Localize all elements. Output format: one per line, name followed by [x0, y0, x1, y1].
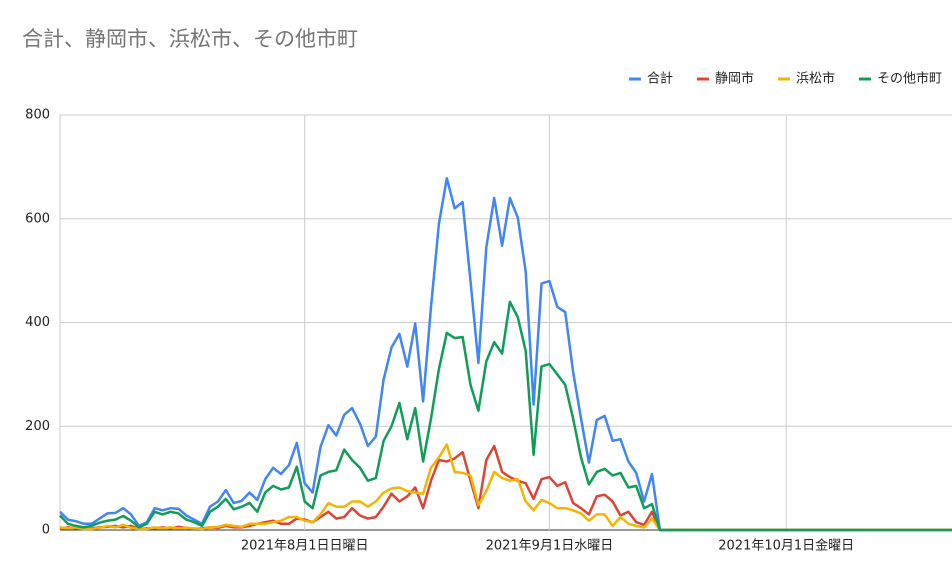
legend-item: 静岡市	[696, 71, 754, 87]
legend-label: 浜松市	[796, 71, 835, 87]
series-line	[59, 443, 952, 532]
legend-label: その他市町	[877, 71, 942, 87]
x-tick-label: 2021年9月1日水曜日	[486, 539, 614, 554]
x-tick-label: 2021年8月1日日曜日	[241, 539, 369, 554]
series-line	[59, 300, 952, 532]
y-tick-label: 0	[42, 523, 50, 538]
series-line	[59, 177, 952, 532]
chart-title: 合計、静岡市、浜松市、その他市町	[22, 27, 358, 51]
y-tick-label: 800	[25, 108, 50, 123]
legend-label: 静岡市	[715, 71, 754, 87]
legend-item: 合計	[628, 71, 673, 87]
y-tick-label: 400	[25, 315, 50, 330]
legend-item: その他市町	[858, 71, 942, 87]
y-tick-label: 600	[25, 211, 50, 226]
legend-label: 合計	[647, 71, 673, 87]
legend-item: 浜松市	[777, 71, 835, 87]
x-tick-label: 2021年10月1日金曜日	[718, 538, 854, 554]
legend: 合計 静岡市 浜松市 その他市町	[628, 71, 942, 87]
y-tick-label: 200	[25, 419, 50, 434]
series-line	[59, 444, 952, 532]
